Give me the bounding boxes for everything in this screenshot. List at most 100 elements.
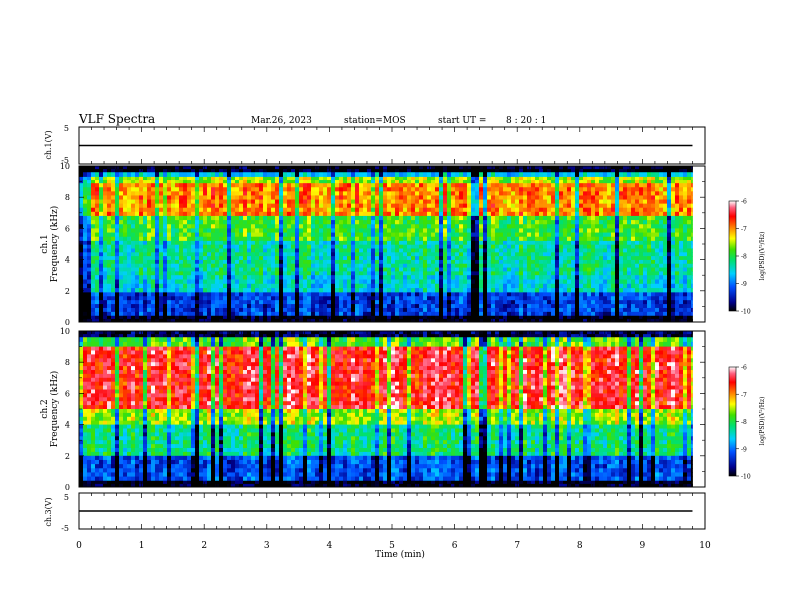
spectrogram-cell — [415, 240, 420, 246]
spectrogram-cell — [403, 296, 408, 301]
spectrogram-cell — [139, 224, 144, 229]
spectrogram-cell — [79, 279, 84, 285]
spectrogram-cell — [239, 195, 244, 201]
spectrogram-cell — [543, 220, 548, 225]
spectrogram-cell — [83, 228, 88, 234]
spectrogram-cell — [407, 166, 412, 170]
spectrogram-cell — [495, 259, 500, 265]
spectrogram-cell — [311, 236, 316, 242]
spectrogram-cell — [375, 236, 380, 242]
spectrogram-cell — [119, 207, 124, 213]
spectrogram-cell — [451, 199, 456, 205]
spectrogram-cell — [223, 296, 228, 301]
spectrogram-cell — [199, 259, 204, 265]
spectrogram-cell — [443, 220, 448, 225]
spectrogram-cell — [147, 215, 152, 221]
spectrogram-cell — [563, 275, 568, 280]
spectrogram-cell — [551, 224, 556, 229]
spectrogram-cell — [199, 296, 204, 301]
spectrogram-cell — [103, 300, 108, 305]
spectrogram-cell — [391, 224, 396, 229]
spectrogram-cell — [315, 315, 320, 320]
spectrogram-cell — [491, 176, 496, 181]
spectrogram-cell — [263, 311, 268, 317]
spectrogram-cell — [547, 180, 552, 184]
spectrogram-cell — [347, 300, 352, 305]
spectrogram-cell — [211, 191, 216, 196]
spectrogram-cell — [395, 207, 400, 213]
spectrogram-cell — [131, 224, 136, 229]
spectrogram-cell — [207, 315, 212, 320]
spectrogram-cell — [515, 240, 520, 246]
spectrogram-cell — [251, 307, 256, 313]
spectrogram-cell — [91, 259, 96, 265]
spectrogram-cell — [439, 203, 444, 209]
spectrogram-cell — [175, 191, 180, 196]
spectrogram-cell — [287, 248, 292, 253]
spectrogram-cell — [363, 195, 368, 201]
spectrogram-cell — [487, 207, 492, 213]
spectrogram-cell — [559, 183, 564, 188]
spectrogram-cell — [339, 244, 344, 250]
spectrogram-cell — [159, 275, 164, 280]
spectrogram-cell — [531, 288, 536, 293]
spectrogram-cell — [523, 256, 528, 261]
spectrogram-cell — [411, 288, 416, 293]
spectrogram-cell — [167, 244, 172, 250]
spectrogram-cell — [423, 166, 428, 170]
spectrogram-cell — [283, 318, 288, 323]
spectrogram-cell — [439, 288, 444, 293]
spectrogram-cell — [471, 318, 476, 323]
spectrogram-cell — [223, 224, 228, 229]
spectrogram-cell — [227, 248, 232, 253]
spectrogram-cell — [191, 187, 196, 192]
spectrogram-cell — [399, 195, 404, 201]
spectrogram-cell — [331, 248, 336, 253]
spectrogram-cell — [371, 191, 376, 196]
spectrogram-cell — [219, 169, 224, 173]
spectrogram-cell — [139, 263, 144, 269]
spectrogram-cell — [407, 315, 412, 320]
spectrogram-cell — [299, 300, 304, 305]
spectrogram-cell — [479, 220, 484, 225]
spectrogram-cell — [427, 199, 432, 205]
spectrogram-cell — [131, 315, 136, 320]
spectrogram-cell — [339, 296, 344, 301]
spectrogram-cell — [535, 172, 540, 178]
spectrogram-cell — [363, 228, 368, 234]
spectrogram-cell — [423, 279, 428, 285]
spectrogram-cell — [187, 283, 192, 289]
spectrogram-cell — [163, 166, 168, 170]
spectrogram-cell — [439, 283, 444, 289]
spectrogram-cell — [195, 300, 200, 305]
spectrogram-cell — [235, 203, 240, 209]
spectrogram-cell — [547, 315, 552, 320]
spectrogram-cell — [391, 191, 396, 196]
spectrogram-cell — [99, 187, 104, 192]
spectrogram-cell — [463, 304, 468, 309]
spectrogram-cell — [223, 166, 228, 170]
spectrogram-cell — [91, 292, 96, 297]
spectrogram-cell — [411, 256, 416, 261]
spectrogram-cell — [359, 256, 364, 261]
spectrogram-cell — [367, 199, 372, 205]
spectrogram-cell — [343, 296, 348, 301]
spectrogram-cell — [79, 224, 84, 229]
spectrogram-cell — [535, 236, 540, 242]
spectrogram-cell — [527, 259, 532, 265]
spectrogram-cell — [355, 304, 360, 309]
spectrogram-cell — [103, 296, 108, 301]
spectrogram-cell — [499, 169, 504, 173]
spectrogram-cell — [379, 256, 384, 261]
spectrogram-cell — [267, 283, 272, 289]
spectrogram-cell — [83, 315, 88, 320]
spectrogram-cell — [123, 195, 128, 201]
spectrogram-cell — [499, 207, 504, 213]
spectrogram-cell — [491, 275, 496, 280]
spectrogram-cell — [475, 180, 480, 184]
spectrogram-cell — [207, 256, 212, 261]
spectrogram-cell — [483, 256, 488, 261]
spectrogram-cell — [231, 166, 236, 170]
spectrogram-cell — [199, 180, 204, 184]
spectrogram-cell — [267, 252, 272, 257]
